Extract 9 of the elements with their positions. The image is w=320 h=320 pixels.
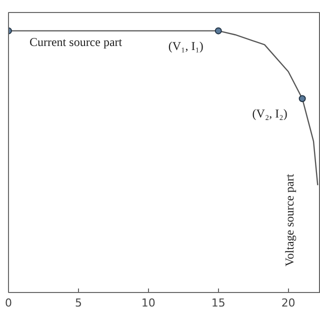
x-tick-label: 0: [5, 296, 12, 310]
annotation: Voltage source part: [282, 173, 297, 266]
x-tick-label: 5: [74, 296, 82, 310]
x-tick-label: 20: [281, 296, 296, 310]
annotation: (V₂, I₂): [252, 106, 288, 121]
x-tick-label: 15: [211, 296, 226, 310]
x-tick-label: 10: [141, 296, 156, 310]
annotation: (V₁, I₁): [168, 38, 204, 53]
annotation: Current source part: [29, 35, 123, 50]
